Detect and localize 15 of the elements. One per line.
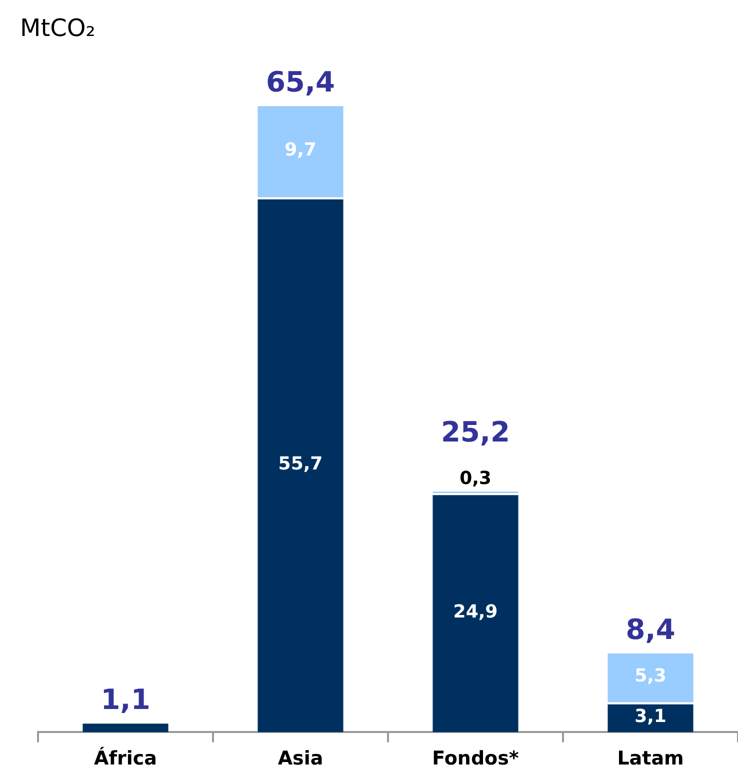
data-label: 0,3	[460, 468, 492, 489]
x-tick-label: África	[94, 746, 157, 770]
total-label: 8,4	[626, 612, 676, 646]
x-tick-label: Latam	[617, 748, 684, 770]
data-label: 55,7	[278, 453, 323, 474]
data-label: 5,3	[634, 666, 666, 687]
total-label: 65,4	[266, 65, 336, 98]
data-label: 3,1	[634, 706, 666, 727]
data-label: 9,7	[284, 139, 316, 160]
data-label: 24,9	[453, 601, 498, 622]
total-label: 1,1	[100, 682, 150, 716]
x-tick-label: Asia	[278, 748, 324, 770]
y-axis-title: MtCO₂	[20, 14, 96, 42]
total-label: 25,2	[440, 415, 510, 448]
x-tick-label: Fondos*	[432, 748, 519, 770]
